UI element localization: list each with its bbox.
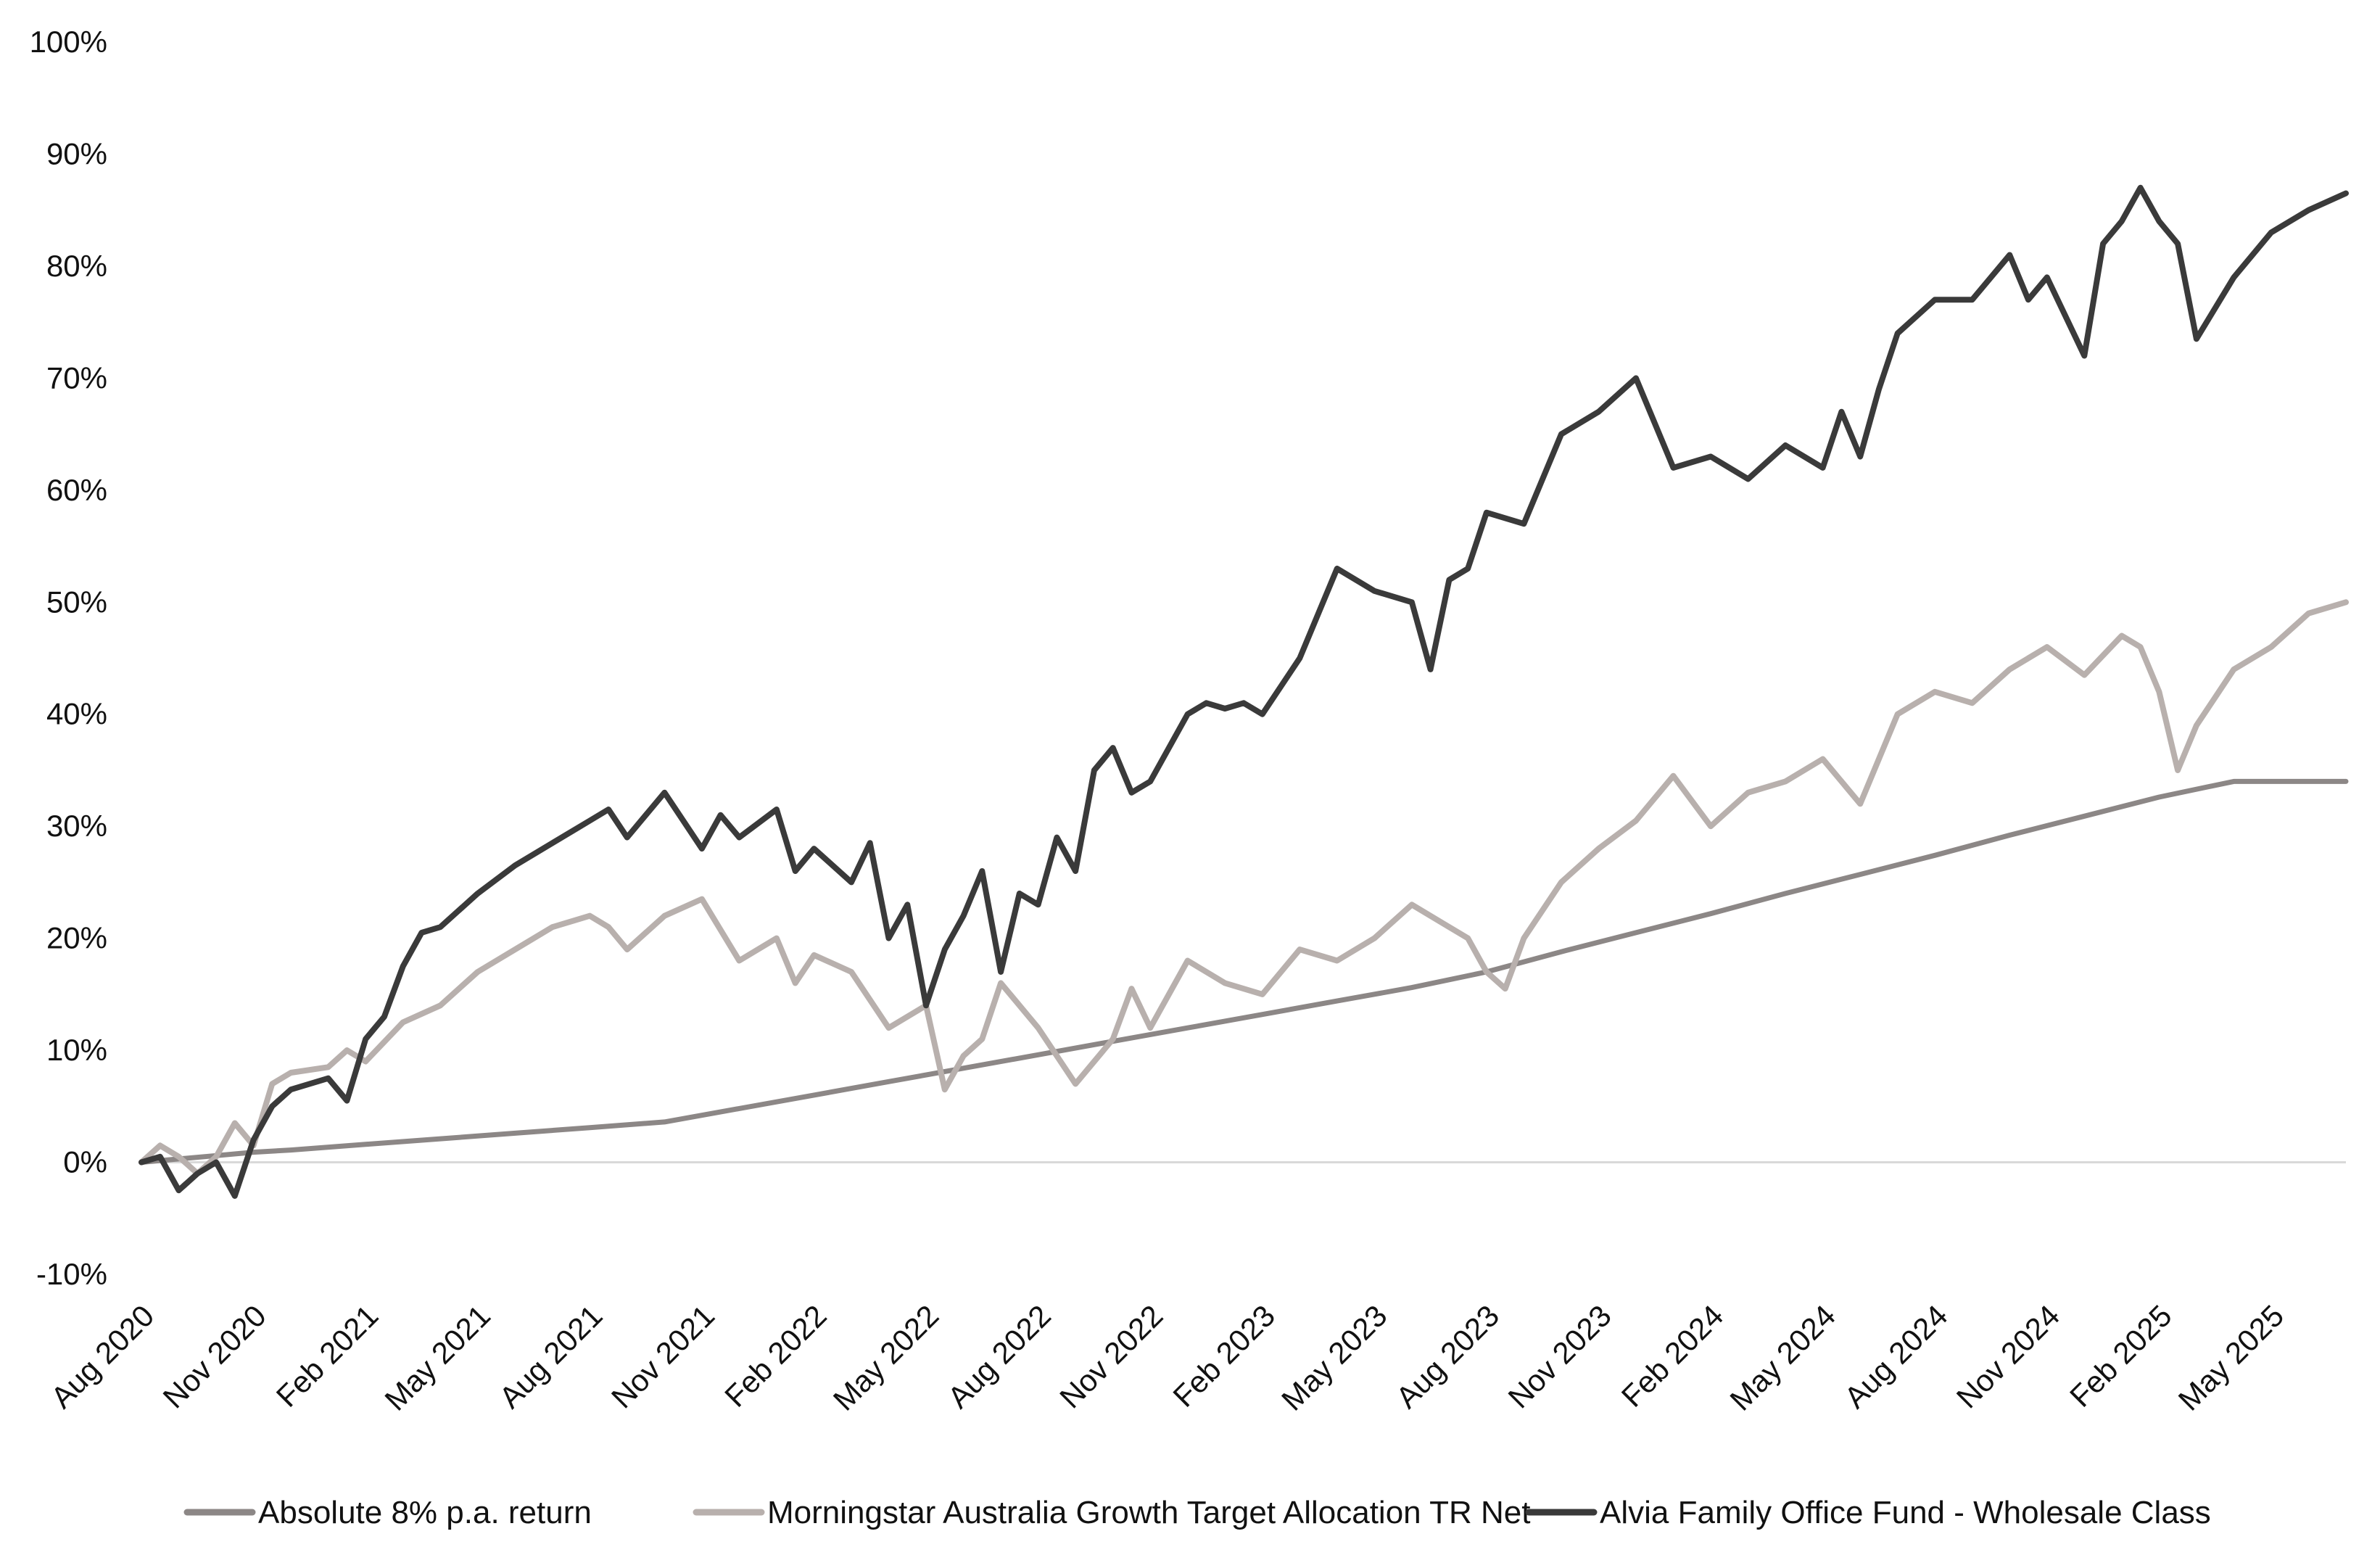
legend-label-3: Alvia Family Office Fund - Wholesale Cla… bbox=[1600, 1495, 2211, 1530]
series-line-3 bbox=[139, 184, 2349, 1199]
y-tick-label: 90% bbox=[46, 136, 107, 170]
y-tick-label: 40% bbox=[46, 697, 107, 731]
y-tick-label: 30% bbox=[46, 809, 107, 843]
legend-label-2: Morningstar Australia Growth Target Allo… bbox=[767, 1495, 1530, 1530]
y-tick-label: 50% bbox=[46, 585, 107, 619]
series-lines bbox=[139, 184, 2349, 1199]
legend: Absolute 8% p.a. return Morningstar Austr… bbox=[183, 1495, 2211, 1530]
y-tick-label: -10% bbox=[36, 1257, 107, 1291]
y-tick-label: 70% bbox=[46, 360, 107, 395]
y-tick-label: 80% bbox=[46, 249, 107, 283]
y-tick-label: 100% bbox=[30, 25, 107, 59]
y-tick-label: 10% bbox=[46, 1033, 107, 1067]
y-tick-label: 60% bbox=[46, 473, 107, 507]
series-line-1 bbox=[139, 778, 2349, 1165]
y-axis: -10% 0% 10% 20% 30% 40% 50% 60% 70% 80% 90% 100% bbox=[30, 25, 107, 1291]
legend-label-1: Absolute 8% p.a. return bbox=[258, 1495, 592, 1530]
y-tick-label: 20% bbox=[46, 921, 107, 955]
y-tick-label: 0% bbox=[63, 1145, 107, 1179]
series-line-2 bbox=[139, 599, 2349, 1176]
